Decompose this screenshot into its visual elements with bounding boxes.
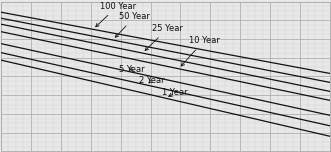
Text: 1 Year: 1 Year: [162, 88, 188, 97]
Text: 2 Year: 2 Year: [139, 76, 165, 85]
Text: 25 Year: 25 Year: [145, 24, 183, 50]
Text: 5 Year: 5 Year: [119, 64, 145, 74]
Text: 100 Year: 100 Year: [96, 2, 136, 27]
Text: 50 Year: 50 Year: [115, 12, 150, 37]
Text: 10 Year: 10 Year: [181, 36, 219, 66]
